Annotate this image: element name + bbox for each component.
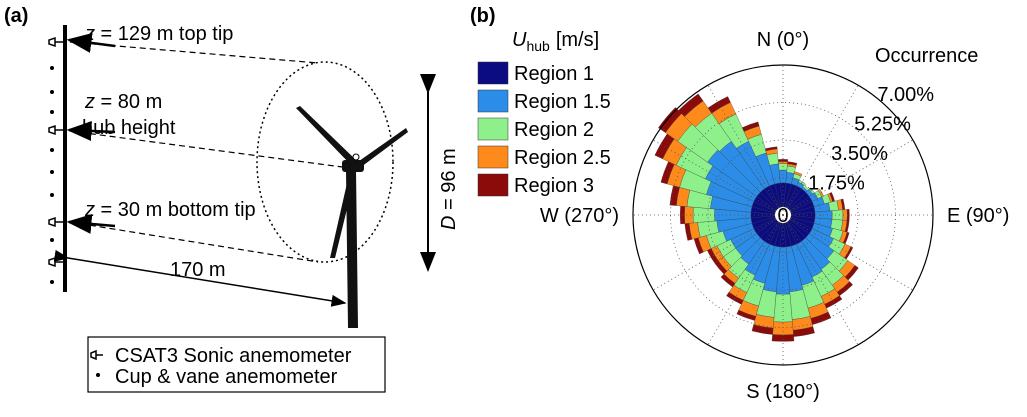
- grid-ring: [707, 139, 859, 291]
- wedge: [773, 293, 793, 323]
- legend-swatch: [477, 145, 509, 169]
- grid-spoke: [782, 139, 914, 216]
- annotation: D = 96 m: [438, 148, 460, 230]
- legend-label: Region 3: [514, 175, 594, 197]
- annotation: z = 129 m top tip: [84, 23, 233, 45]
- wedge: [684, 206, 694, 224]
- dashed-lines: [69, 41, 351, 263]
- legend-title: Uhub [m/s]: [512, 29, 599, 54]
- legend-symbol: [96, 373, 100, 377]
- wedge: [787, 161, 798, 166]
- r-axis-title: Occurrence: [875, 45, 978, 67]
- legend-label: Cup & vane anemometer: [115, 366, 338, 388]
- wedge: [831, 209, 844, 221]
- legend-box: [87, 336, 386, 393]
- grid-ring: [632, 64, 934, 366]
- theta-tick-label: N (0°): [757, 29, 809, 51]
- theta-tick-label: S (180°): [746, 381, 820, 403]
- grid-spoke: [707, 84, 784, 216]
- annotation: z = 30 m bottom tip: [84, 199, 256, 221]
- rotor: [296, 106, 408, 258]
- grid-ring: [745, 177, 821, 253]
- r-tick-label: 7.00%: [877, 84, 934, 106]
- legend-label: Region 2: [514, 119, 594, 141]
- r-tick-label: 5.25%: [854, 113, 911, 135]
- arrows: [66, 32, 116, 234]
- grid-spoke: [652, 214, 784, 291]
- legend-swatch: [477, 173, 509, 197]
- legend-label: Region 1.5: [514, 91, 611, 113]
- cup-anemometers: [50, 66, 54, 284]
- legend-symbol: [90, 349, 103, 361]
- legend-swatch: [477, 89, 509, 113]
- panel-label: (a): [4, 5, 28, 27]
- distance-arrow: [53, 249, 347, 307]
- grid-spoke: [782, 214, 859, 346]
- panel-a: (a): [4, 5, 460, 393]
- wedge: [742, 121, 760, 132]
- legend-swatch: [477, 117, 509, 141]
- wedge: [751, 324, 774, 335]
- legend-label: Region 1: [514, 63, 594, 85]
- wedge: [765, 146, 778, 152]
- wedge: [778, 169, 788, 184]
- wedge: [707, 96, 731, 114]
- grid-spoke: [782, 84, 859, 216]
- grid-spoke: [707, 214, 784, 346]
- legend-label: CSAT3 Sonic anemometer: [115, 345, 352, 367]
- grid-spoke: [652, 139, 784, 216]
- panel-label: (b): [470, 5, 496, 27]
- r-tick-label: 1.75%: [808, 172, 865, 194]
- annotation: z = 80 m: [84, 91, 162, 113]
- wedge: [692, 206, 715, 224]
- rotor-circle: [256, 61, 394, 263]
- wedge: [736, 309, 757, 321]
- r-tick-label: 3.50%: [831, 143, 888, 165]
- legend-swatch: [477, 61, 509, 85]
- wedge: [678, 93, 704, 117]
- tower: [346, 170, 358, 328]
- theta-tick-label: E (90°): [947, 205, 1009, 227]
- windrose: 01.75%3.50%5.25%7.00%N (0°)E (90°)S (180…: [477, 29, 1009, 403]
- annotation: hub height: [82, 117, 176, 139]
- legend-label: Region 2.5: [514, 147, 611, 169]
- wedge: [793, 171, 803, 177]
- wedge: [777, 159, 789, 162]
- sonic-anemometers: [48, 36, 63, 268]
- grid-spoke: [782, 214, 914, 291]
- theta-tick-label: W (270°): [540, 205, 619, 227]
- annotation: 170 m: [170, 259, 226, 281]
